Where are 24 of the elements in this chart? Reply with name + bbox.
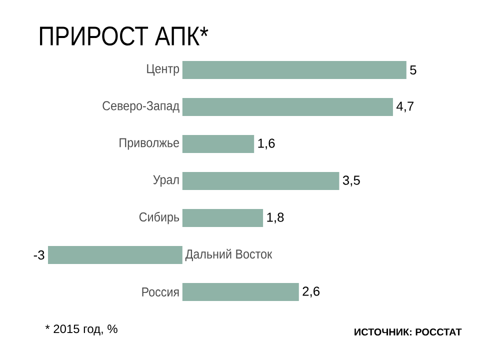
y-tick-label: Дальний Восток bbox=[185, 248, 272, 262]
y-tick-label: Урал bbox=[153, 175, 179, 187]
data-label: 1,6 bbox=[258, 138, 275, 150]
chart-title: ПРИРОСТ АПК* bbox=[40, 26, 208, 46]
bar bbox=[48, 246, 182, 264]
y-tick-label: Россия bbox=[142, 287, 179, 297]
y-tick-label: Северо-Запад bbox=[102, 101, 180, 113]
bar bbox=[182, 61, 406, 80]
y-tick-label: Центр bbox=[147, 64, 180, 76]
text: * 2015 год, % bbox=[45, 324, 118, 336]
bar bbox=[182, 98, 393, 116]
text: ИСТОЧНИК: РОССТАТ bbox=[354, 328, 462, 336]
bar bbox=[182, 283, 299, 302]
data-label: 3,5 bbox=[342, 176, 360, 186]
bar bbox=[182, 209, 264, 228]
data-label: 4,7 bbox=[396, 102, 414, 112]
y-tick-label: Сибирь bbox=[139, 212, 180, 224]
data-label: -3 bbox=[34, 250, 44, 260]
data-label: 2,6 bbox=[302, 286, 320, 298]
data-label: 1,8 bbox=[267, 212, 284, 224]
bar bbox=[182, 172, 340, 190]
y-tick-label: Приволжье bbox=[120, 138, 180, 150]
bar bbox=[182, 135, 254, 154]
data-label: 5 bbox=[410, 65, 416, 75]
